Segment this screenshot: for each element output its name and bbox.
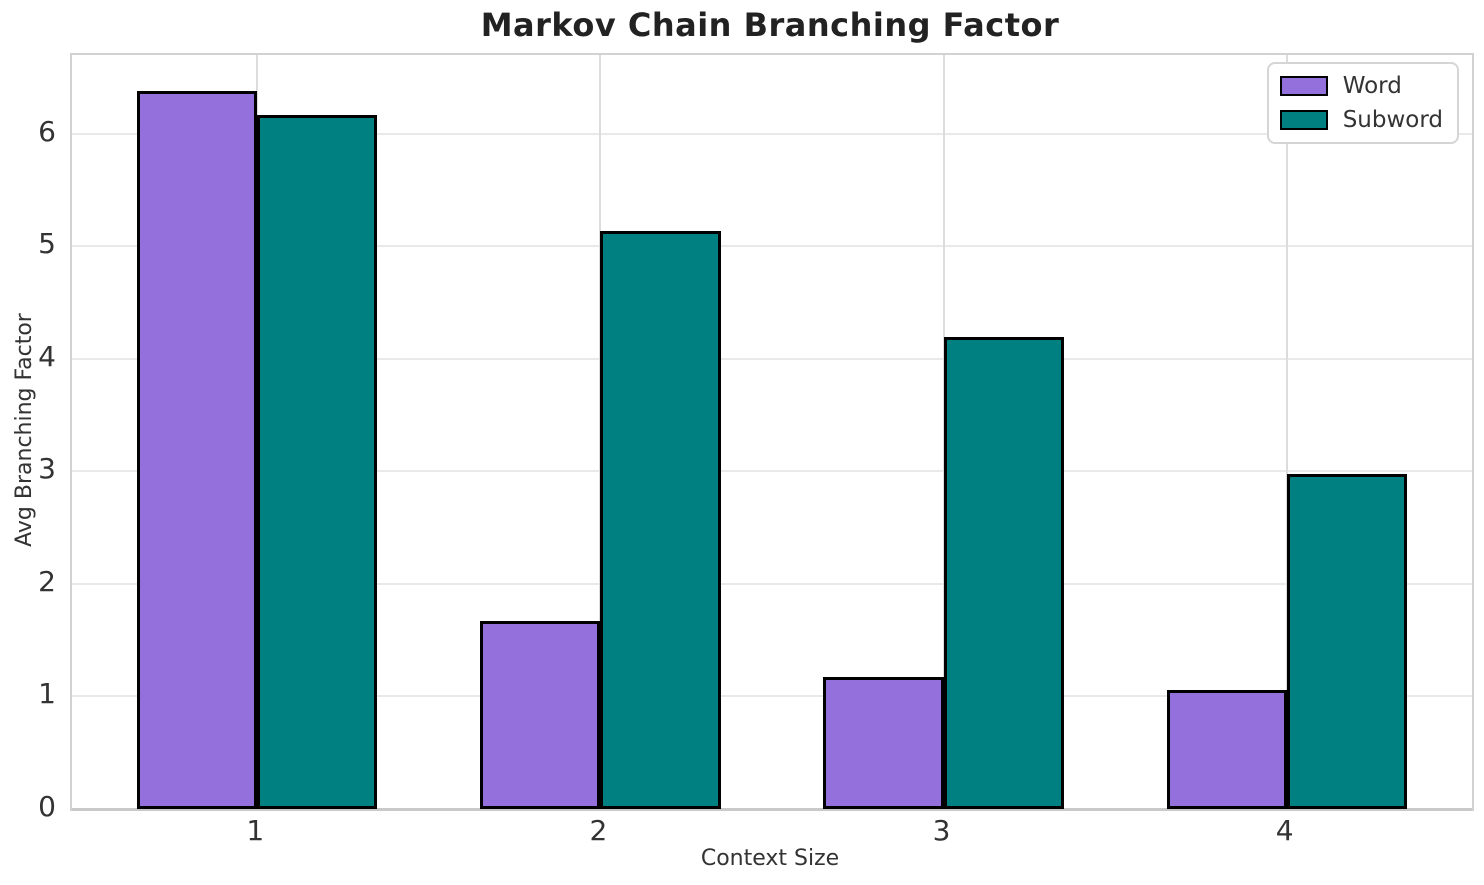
gridline-h (72, 582, 1472, 585)
legend-label-subword: Subword (1342, 107, 1443, 133)
y-tick-label: 2 (38, 564, 56, 598)
x-tick-label: 3 (932, 814, 951, 847)
legend-item-subword: Subword (1279, 107, 1443, 133)
x-axis-label: Context Size (700, 846, 840, 871)
legend: Word Subword (1266, 62, 1459, 144)
legend-swatch-subword (1279, 110, 1328, 130)
y-tick-label: 5 (38, 227, 56, 261)
bar-word (823, 677, 944, 809)
x-tick-label: 4 (1275, 814, 1294, 847)
gridline-h (72, 695, 1472, 698)
chart-title: Markov Chain Branching Factor (480, 6, 1060, 44)
gridline-h (72, 132, 1472, 135)
x-tick-label: 1 (246, 814, 265, 847)
y-tick-label: 4 (38, 339, 56, 373)
plot-area (70, 53, 1474, 811)
y-tick-label: 6 (38, 114, 56, 148)
x-tick-label: 2 (589, 814, 608, 847)
bar-subword (600, 230, 721, 809)
bar-word (480, 621, 601, 809)
y-axis-label: Avg Branching Factor (12, 313, 37, 547)
legend-item-word: Word (1279, 73, 1443, 99)
y-tick-label: 0 (38, 790, 56, 823)
bar-subword (257, 114, 378, 809)
legend-swatch-word (1279, 76, 1328, 96)
bar-word (1166, 689, 1287, 809)
gridline-h (72, 245, 1472, 248)
y-tick-label: 1 (38, 677, 56, 711)
bar-word (137, 91, 258, 809)
gridline-h (72, 357, 1472, 360)
legend-label-word: Word (1342, 73, 1402, 99)
gridline-h (72, 470, 1472, 473)
y-tick-label: 3 (38, 452, 56, 486)
gridline-v (1285, 55, 1288, 809)
bar-subword (943, 337, 1064, 809)
x-axis-line (72, 808, 1472, 811)
bar-subword (1286, 473, 1407, 809)
